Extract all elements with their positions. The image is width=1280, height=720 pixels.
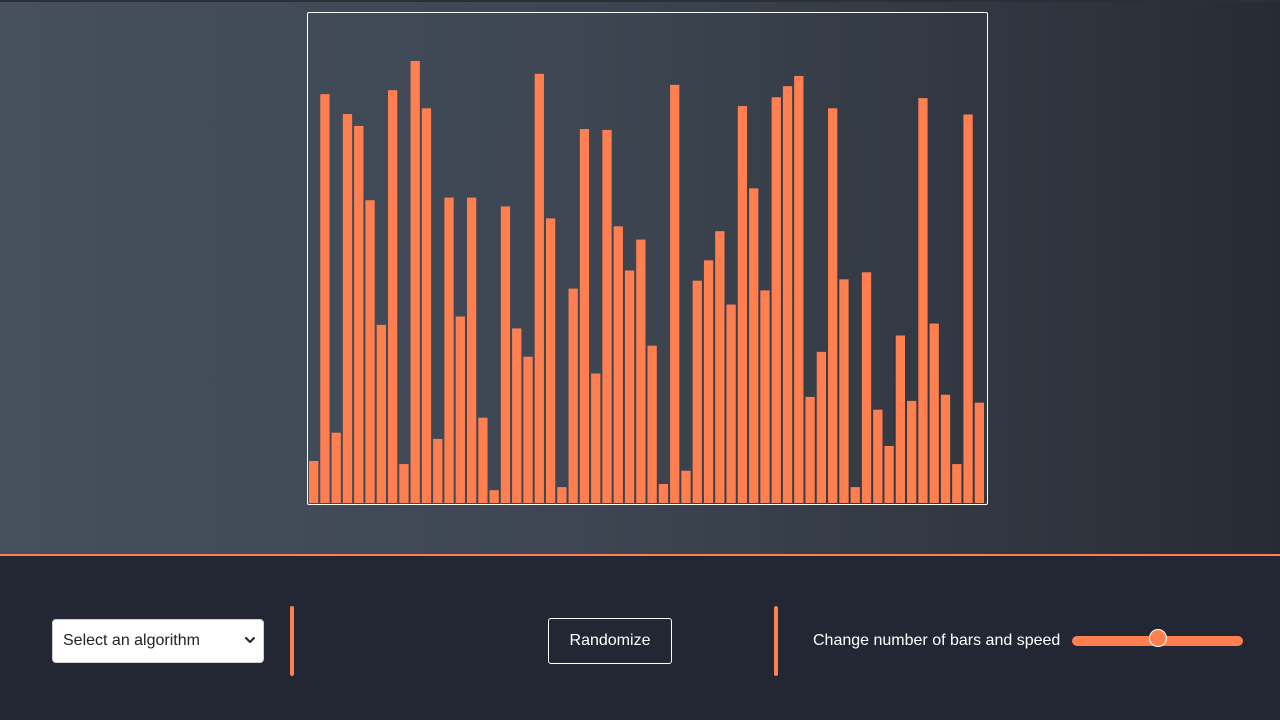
bar-6 — [365, 200, 375, 504]
bar-25 — [579, 129, 590, 503]
algorithm-select[interactable]: Select an algorithm — [52, 619, 264, 663]
bar-47 — [828, 108, 838, 503]
bar-57 — [940, 394, 951, 503]
bar-56 — [929, 323, 939, 503]
bar-12 — [433, 438, 443, 503]
bar-34 — [681, 470, 691, 503]
bar-41 — [760, 290, 770, 503]
stage-divider — [0, 554, 1280, 556]
bar-9 — [399, 464, 409, 503]
bars-speed-slider-thumb[interactable] — [1148, 629, 1167, 647]
bar-42 — [771, 97, 781, 504]
bar-58 — [952, 464, 962, 503]
bar-38 — [726, 304, 736, 503]
controls-divider-right — [774, 606, 778, 676]
bar-39 — [737, 106, 748, 503]
chevron-down-icon — [245, 637, 255, 643]
bar-26 — [591, 373, 601, 503]
bar-31 — [647, 345, 657, 503]
bar-37 — [715, 231, 725, 504]
bar-30 — [636, 239, 646, 503]
bar-2 — [320, 94, 330, 504]
bar-7 — [376, 324, 386, 503]
bar-35 — [692, 280, 702, 503]
bar-chart-frame — [307, 12, 988, 505]
bar-40 — [749, 188, 759, 504]
bar-10 — [410, 61, 420, 503]
bar-27 — [602, 129, 612, 503]
bar-chart — [309, 61, 984, 504]
bar-43 — [782, 86, 793, 503]
bar-46 — [816, 351, 827, 503]
bar-17 — [489, 490, 499, 503]
bar-14 — [455, 316, 465, 503]
bar-5 — [354, 125, 364, 503]
window-top-strip — [0, 0, 1280, 2]
bar-44 — [794, 76, 804, 503]
bar-15 — [466, 197, 477, 503]
bar-50 — [861, 272, 872, 503]
randomize-button[interactable]: Randomize — [548, 618, 672, 664]
bar-28 — [613, 226, 623, 503]
bar-24 — [568, 288, 578, 503]
bar-53 — [895, 335, 906, 503]
bar-55 — [918, 98, 928, 503]
bar-49 — [850, 487, 860, 503]
bar-11 — [421, 108, 432, 503]
bar-36 — [703, 260, 714, 503]
bar-32 — [658, 483, 669, 503]
controls-divider-left — [290, 606, 294, 676]
algorithm-select-value: Select an algorithm — [63, 632, 200, 649]
controls-panel: Select an algorithm Randomize Change num… — [0, 556, 1280, 720]
bar-29 — [624, 270, 635, 503]
bar-3 — [331, 432, 341, 503]
bar-1 — [309, 461, 319, 503]
bar-20 — [523, 356, 533, 503]
bar-48 — [839, 279, 849, 503]
bar-19 — [512, 328, 522, 503]
bar-60 — [974, 402, 984, 503]
bar-33 — [670, 84, 680, 504]
bar-16 — [478, 417, 488, 503]
bar-45 — [805, 396, 815, 503]
bar-54 — [907, 400, 917, 503]
bar-21 — [534, 73, 544, 503]
bar-4 — [342, 114, 353, 503]
bar-13 — [444, 197, 454, 503]
bar-59 — [963, 114, 973, 503]
bar-22 — [545, 218, 556, 503]
bar-23 — [557, 487, 567, 503]
bar-52 — [884, 445, 894, 503]
slider-label: Change number of bars and speed — [813, 632, 1061, 649]
bar-8 — [387, 90, 398, 504]
bar-18 — [500, 206, 511, 504]
bar-51 — [873, 409, 883, 503]
